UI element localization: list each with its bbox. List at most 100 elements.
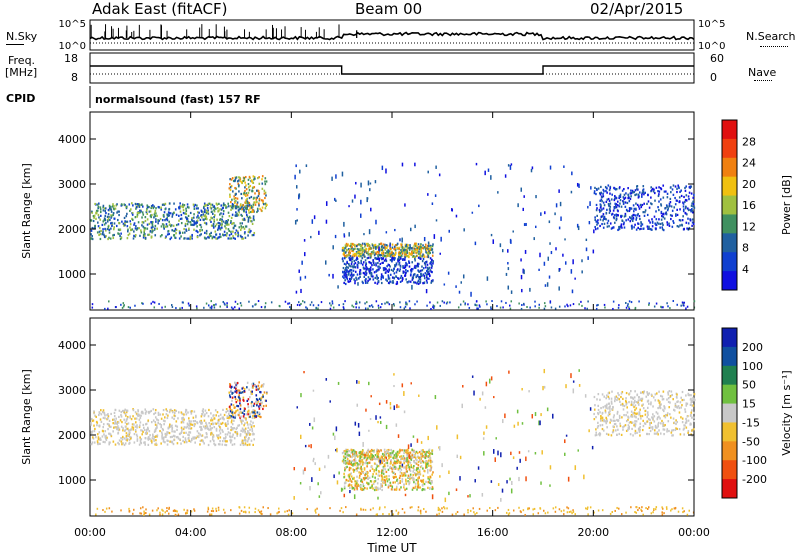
data-cell: [136, 426, 138, 429]
data-cell: [401, 478, 404, 481]
data-cell: [403, 486, 405, 489]
data-cell: [475, 300, 478, 303]
data-cell: [234, 179, 236, 182]
data-cell: [157, 219, 159, 222]
data-cell: [353, 252, 356, 256]
data-cell: [202, 408, 205, 411]
data-cell: [658, 200, 660, 203]
data-cell: [256, 411, 259, 414]
data-cell: [202, 206, 205, 210]
data-cell: [245, 225, 248, 228]
data-cell: [237, 389, 239, 392]
data-cell: [203, 214, 206, 218]
data-cell: [359, 244, 362, 248]
data-cell: [94, 226, 96, 229]
data-cell: [476, 307, 478, 310]
data-cell: [201, 412, 203, 416]
data-cell: [429, 244, 432, 247]
data-cell: [689, 185, 692, 188]
data-cell: [191, 423, 194, 426]
data-cell: [99, 210, 102, 214]
data-cell: [108, 231, 111, 234]
data-cell: [216, 207, 219, 210]
data-cell: [203, 419, 206, 422]
data-cell: [409, 469, 412, 473]
data-cell: [124, 224, 126, 227]
data-cell: [253, 218, 255, 222]
data-cell: [420, 248, 423, 252]
data-cell: [242, 442, 245, 445]
data-cell: [216, 434, 219, 437]
data-cell: [595, 416, 597, 419]
data-cell: [217, 226, 220, 229]
data-cell: [153, 213, 156, 216]
data-cell: [234, 232, 237, 235]
data-cell: [245, 213, 248, 216]
data-cell: [529, 287, 531, 292]
data-cell: [422, 273, 425, 276]
data-cell: [367, 180, 370, 186]
data-cell: [344, 268, 346, 272]
data-cell: [236, 214, 238, 217]
data-cell: [693, 411, 696, 414]
data-cell: [176, 436, 178, 439]
data-cell: [601, 200, 603, 203]
data-cell: [226, 223, 228, 227]
data-cell: [234, 201, 236, 204]
data-cell: [141, 433, 144, 436]
data-cell: [229, 407, 232, 410]
data-cell: [379, 487, 381, 490]
data-cell: [142, 221, 145, 224]
data-cell: [642, 190, 645, 194]
data-cell: [251, 424, 253, 427]
data-cell: [670, 205, 673, 208]
data-cell: [200, 422, 202, 425]
data-cell: [647, 200, 650, 203]
data-cell: [595, 220, 598, 223]
data-cell: [689, 186, 692, 189]
data-cell: [407, 474, 410, 477]
data-cell: [350, 479, 352, 483]
data-cell: [566, 303, 568, 306]
data-cell: [222, 210, 225, 213]
data-cell: [135, 417, 138, 420]
data-cell: [230, 237, 233, 240]
data-cell: [96, 209, 99, 212]
data-cell: [417, 456, 420, 459]
data-cell: [186, 203, 189, 206]
data-cell: [549, 301, 552, 304]
data-cell: [389, 252, 391, 255]
data-cell: [364, 307, 367, 310]
data-cell: [204, 436, 206, 439]
data-cell: [335, 174, 337, 179]
data-cell: [146, 206, 149, 209]
data-cell: [554, 212, 556, 216]
data-cell: [107, 216, 110, 219]
data-cell: [458, 290, 461, 294]
data-cell: [206, 206, 209, 210]
data-cell: [399, 265, 402, 268]
data-cell: [628, 307, 631, 310]
data-cell: [614, 399, 616, 403]
data-cell: [109, 205, 111, 209]
data-cell: [404, 252, 407, 255]
data-cell: [224, 439, 226, 443]
data-cell: [377, 477, 380, 481]
data-cell: [611, 390, 613, 393]
data-cell: [440, 236, 442, 242]
data-cell: [593, 418, 596, 421]
data-cell: [507, 164, 510, 167]
data-cell: [91, 237, 94, 241]
data-cell: [430, 307, 432, 310]
data-cell: [145, 422, 148, 425]
data-cell: [378, 265, 380, 268]
data-cell: [295, 185, 298, 189]
data-cell: [602, 215, 604, 218]
data-cell: [242, 179, 245, 182]
data-cell: [634, 223, 636, 226]
data-cell: [625, 397, 627, 400]
data-cell: [679, 190, 681, 194]
data-cell: [628, 306, 630, 309]
data-cell: [196, 421, 198, 424]
data-cell: [370, 448, 373, 452]
